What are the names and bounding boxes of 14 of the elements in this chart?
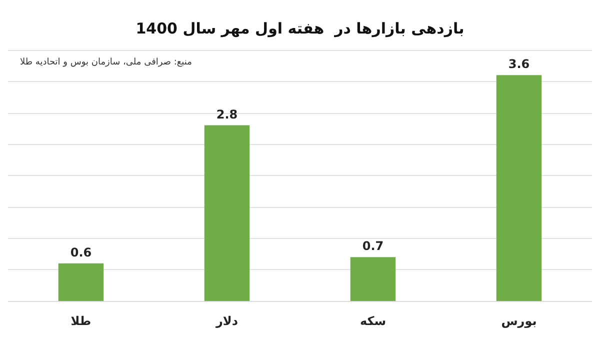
data-label: 0.7: [362, 239, 384, 254]
bar: [350, 257, 396, 301]
data-label: 2.8: [216, 107, 238, 122]
data-label: 3.6: [508, 57, 530, 72]
x-tick-label: طلا: [70, 314, 92, 328]
x-tick-label: بورس: [501, 314, 537, 328]
text: منبع: صرافی ملی، سازمان بوس و اتحادیه طلا: [20, 58, 192, 68]
bar: [204, 125, 250, 301]
x-tick-label: دلار: [214, 314, 238, 328]
bar: [58, 263, 104, 301]
x-tick-label: سکه: [360, 314, 386, 328]
bar: [496, 75, 542, 301]
chart-title: بازدهی بازارها در هفته اول مهر سال 1400: [136, 20, 464, 38]
data-label: 0.6: [70, 245, 92, 260]
